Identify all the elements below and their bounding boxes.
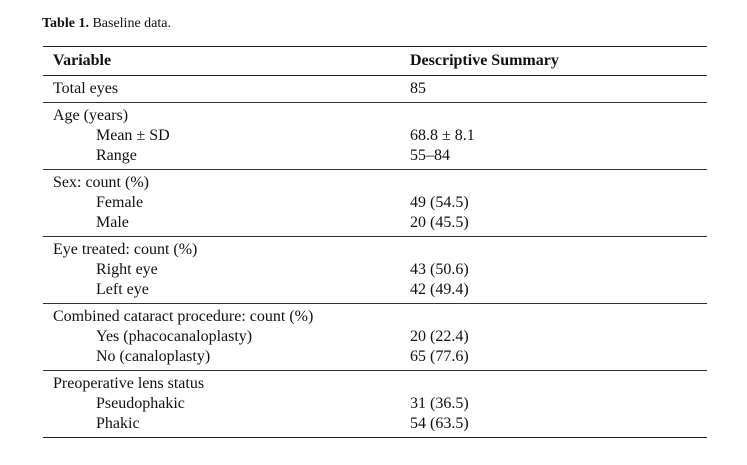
row-value: 20 (45.5) <box>410 214 469 231</box>
row-value: 49 (54.5) <box>410 194 469 211</box>
group-age: Age (years) Mean ± SD 68.8 ± 8.1 Range 5… <box>43 103 707 170</box>
caption-label: Table 1. <box>42 16 89 31</box>
row-label: Mean ± SD <box>96 127 170 144</box>
table-row: Yes (phacocanaloplasty) 20 (22.4) <box>43 327 707 347</box>
table-row: No (canaloplasty) 65 (77.6) <box>43 347 707 371</box>
row-label: Female <box>96 194 144 211</box>
group-value <box>410 371 707 395</box>
row-label: Left eye <box>96 281 149 298</box>
row-value: 43 (50.6) <box>410 261 469 278</box>
row-label: Yes (phacocanaloplasty) <box>96 328 253 345</box>
row-value: 42 (49.4) <box>410 281 469 298</box>
caption-text: Baseline data. <box>92 16 171 31</box>
group-combined-cataract: Combined cataract procedure: count (%) Y… <box>43 304 707 371</box>
table-row: Eye treated: count (%) <box>43 237 707 261</box>
group-eye-treated: Eye treated: count (%) Right eye 43 (50.… <box>43 237 707 304</box>
group-title: Eye treated: count (%) <box>53 241 198 258</box>
table-row: Mean ± SD 68.8 ± 8.1 <box>43 126 707 146</box>
header-variable: Variable <box>53 52 112 69</box>
table-row: Total eyes 85 <box>43 76 707 103</box>
header-row: Variable Descriptive Summary <box>43 46 707 76</box>
header-descriptive-summary: Descriptive Summary <box>410 52 559 69</box>
group-value <box>410 103 707 127</box>
table-row: Pseudophakic 31 (36.5) <box>43 394 707 414</box>
row-value: 31 (36.5) <box>410 395 469 412</box>
row-label: Phakic <box>96 415 140 432</box>
group-lens-status: Preoperative lens status Pseudophakic 31… <box>43 371 707 438</box>
group-title: Combined cataract procedure: count (%) <box>53 308 314 325</box>
group-title: Preoperative lens status <box>53 375 205 392</box>
table-row: Preoperative lens status <box>43 371 707 395</box>
table-row: Combined cataract procedure: count (%) <box>43 304 707 328</box>
row-label: Pseudophakic <box>96 395 185 412</box>
row-value: 20 (22.4) <box>410 328 469 345</box>
group-value: 85 <box>410 80 426 97</box>
table-row: Phakic 54 (63.5) <box>43 414 707 438</box>
table-row: Right eye 43 (50.6) <box>43 260 707 280</box>
group-title: Total eyes <box>53 80 119 97</box>
group-total-eyes: Total eyes 85 <box>43 76 707 103</box>
group-value <box>410 304 707 328</box>
group-value <box>410 237 707 261</box>
row-value: 54 (63.5) <box>410 415 469 432</box>
baseline-data-table: Variable Descriptive Summary Total eyes … <box>43 46 707 438</box>
group-title: Age (years) <box>53 107 129 124</box>
table-row: Sex: count (%) <box>43 170 707 194</box>
table-row: Male 20 (45.5) <box>43 213 707 237</box>
table-row: Range 55–84 <box>43 146 707 170</box>
group-title: Sex: count (%) <box>53 174 149 191</box>
group-sex: Sex: count (%) Female 49 (54.5) Male 20 … <box>43 170 707 237</box>
row-label: Male <box>96 214 129 231</box>
row-label: Right eye <box>96 261 158 278</box>
table-row: Age (years) <box>43 103 707 127</box>
group-value <box>410 170 707 194</box>
row-value: 68.8 ± 8.1 <box>410 127 475 144</box>
row-value: 55–84 <box>410 147 450 164</box>
row-label: Range <box>96 147 137 164</box>
row-value: 65 (77.6) <box>410 348 469 365</box>
table-caption: Table 1. Baseline data. <box>42 15 171 33</box>
table-row: Female 49 (54.5) <box>43 193 707 213</box>
table-row: Left eye 42 (49.4) <box>43 280 707 304</box>
row-label: No (canaloplasty) <box>96 348 211 365</box>
